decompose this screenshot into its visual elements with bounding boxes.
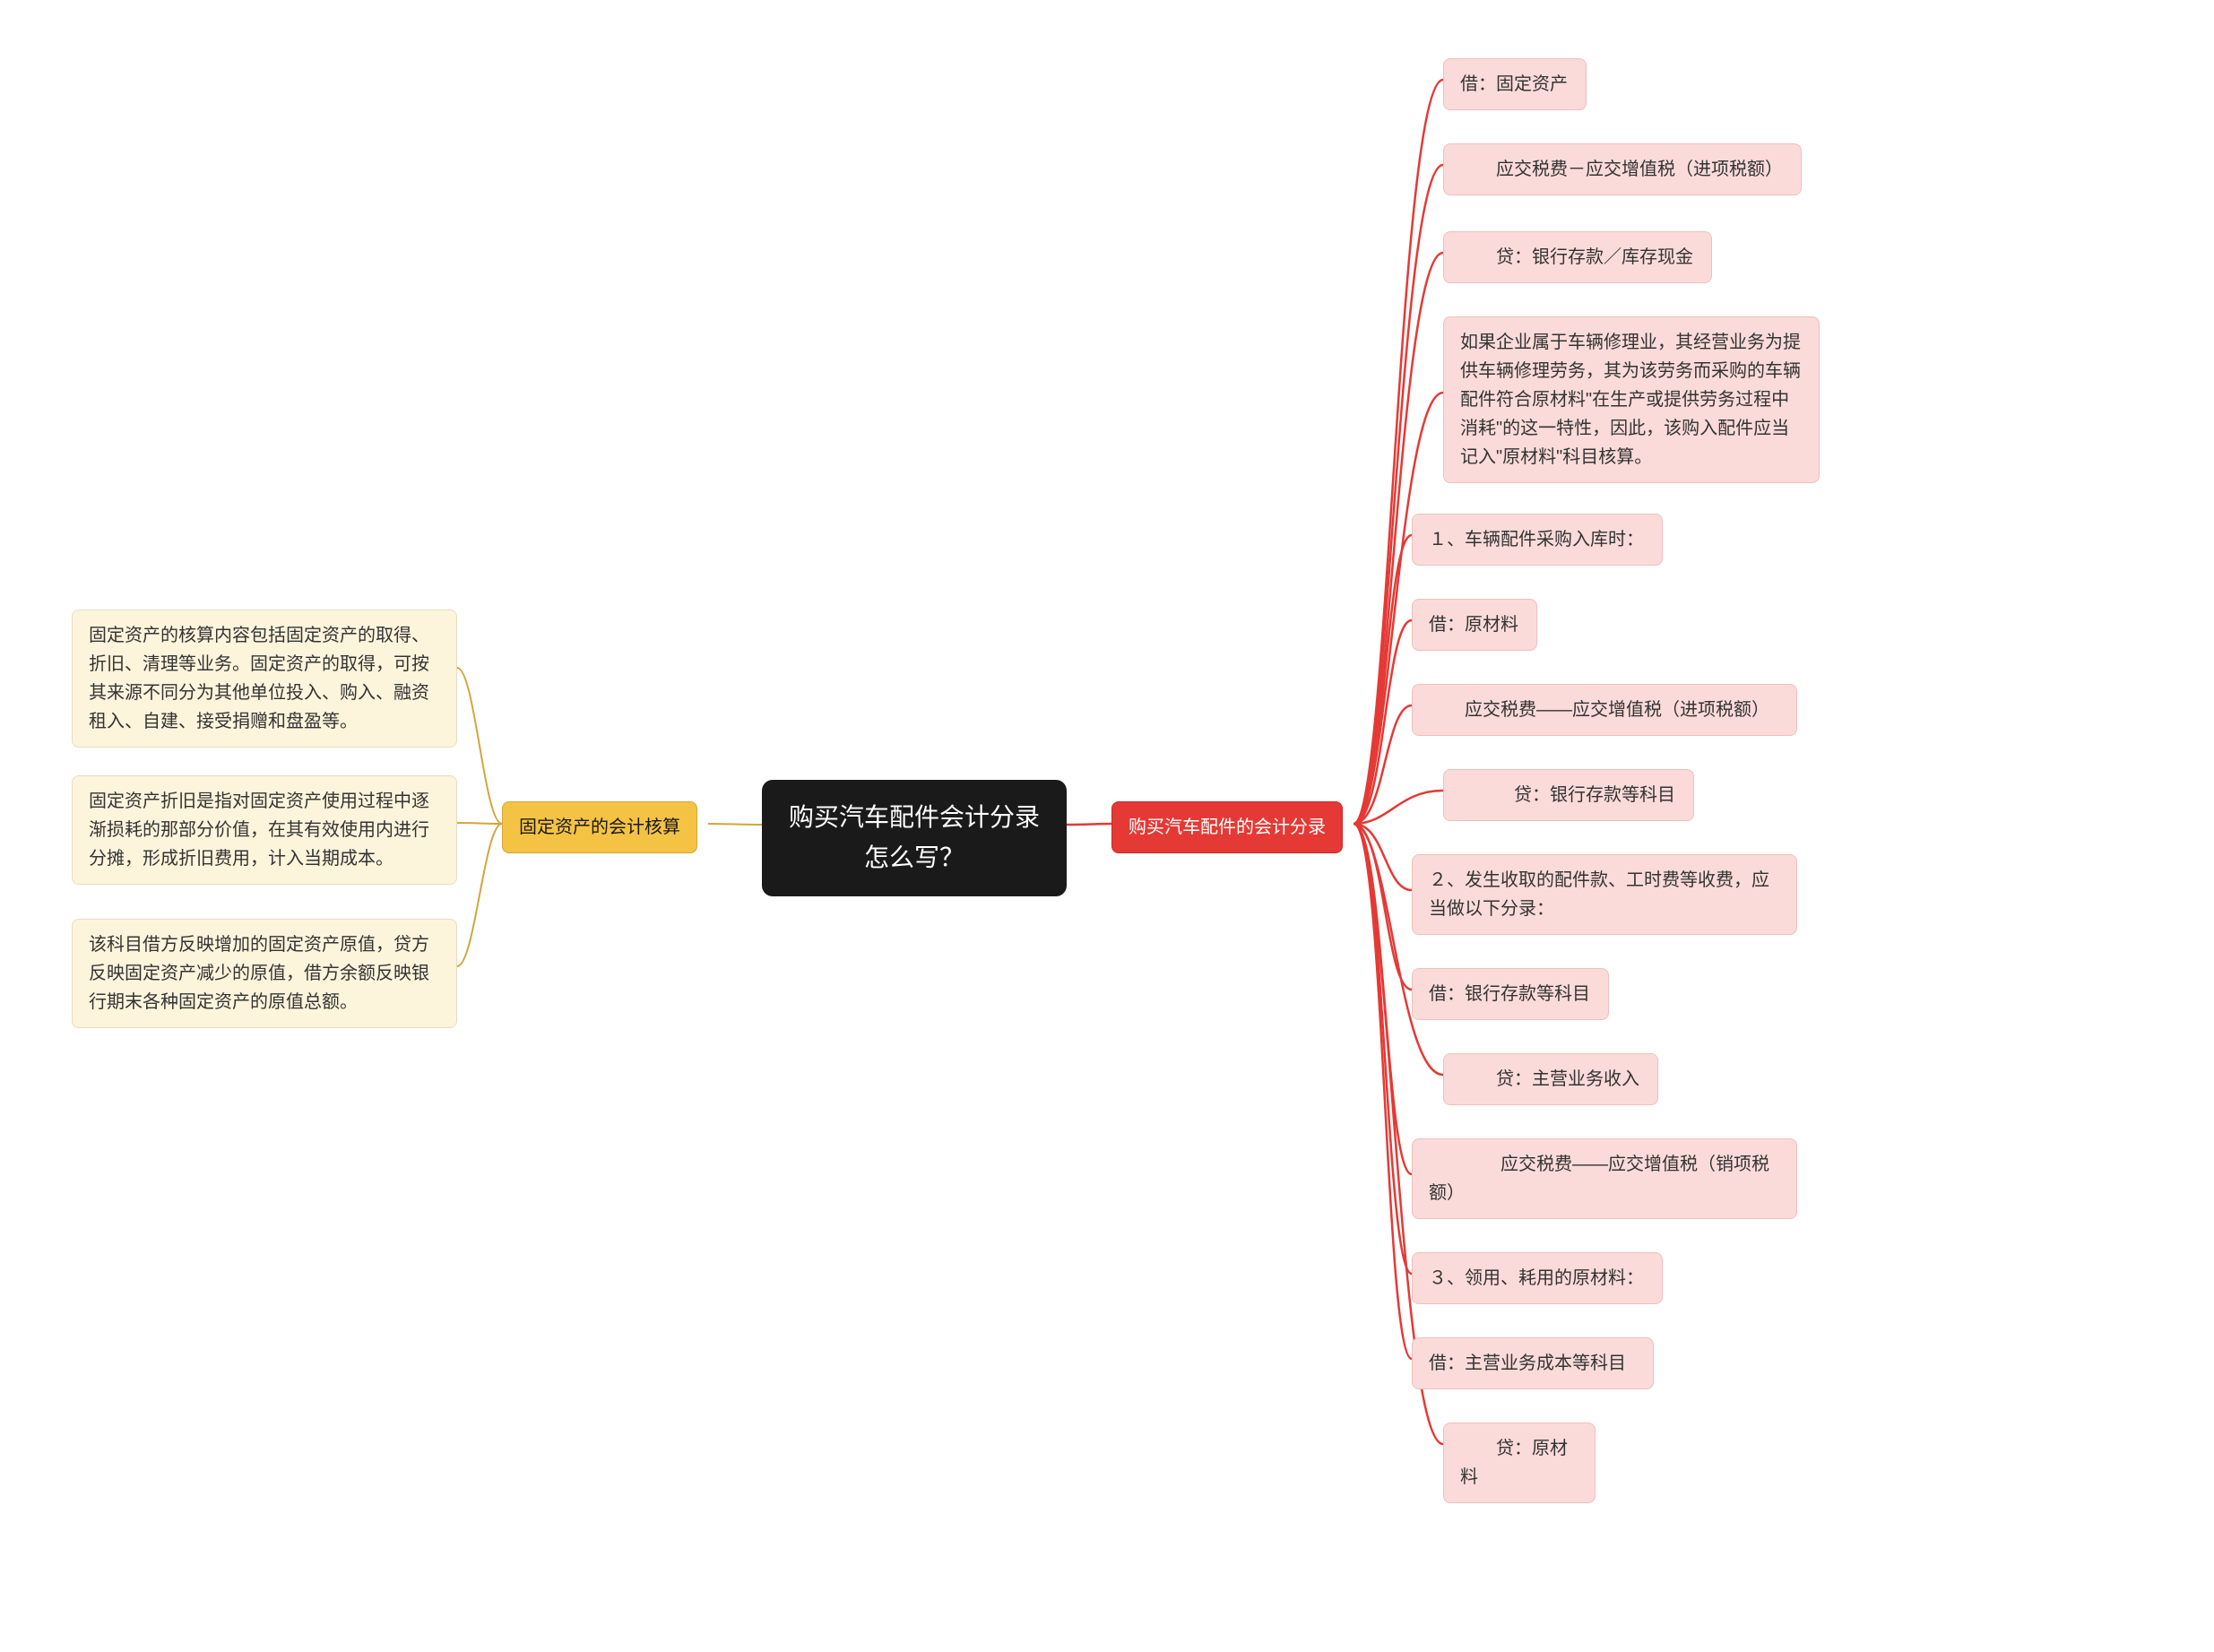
leaf-right-1[interactable]: 应交税费－应交增值税（进项税额） bbox=[1443, 143, 1802, 195]
leaf-right-5[interactable]: 借：原材料 bbox=[1412, 599, 1537, 651]
leaf-right-12[interactable]: ３、领用、耗用的原材料： bbox=[1412, 1252, 1663, 1304]
leaf-right-2[interactable]: 贷：银行存款／库存现金 bbox=[1443, 231, 1712, 283]
leaf-right-6[interactable]: 应交税费——应交增值税（进项税额） bbox=[1412, 684, 1797, 736]
leaf-right-14[interactable]: 贷：原材料 bbox=[1443, 1423, 1596, 1503]
leaf-right-8[interactable]: ２、发生收取的配件款、工时费等收费，应当做以下分录： bbox=[1412, 854, 1797, 935]
leaf-right-7[interactable]: 贷：银行存款等科目 bbox=[1443, 769, 1694, 821]
leaf-right-11[interactable]: 应交税费——应交增值税（销项税额） bbox=[1412, 1138, 1797, 1219]
leaf-right-9[interactable]: 借：银行存款等科目 bbox=[1412, 968, 1609, 1020]
leaf-right-10[interactable]: 贷：主营业务收入 bbox=[1443, 1053, 1658, 1105]
branch-fixed-assets[interactable]: 固定资产的会计核算 bbox=[502, 801, 697, 853]
leaf-right-0[interactable]: 借：固定资产 bbox=[1443, 58, 1587, 110]
branch-auto-parts-entries[interactable]: 购买汽车配件的会计分录 bbox=[1111, 801, 1343, 853]
leaf-right-3[interactable]: 如果企业属于车辆修理业，其经营业务为提供车辆修理劳务，其为该劳务而采购的车辆配件… bbox=[1443, 316, 1820, 483]
leaf-right-4[interactable]: １、车辆配件采购入库时： bbox=[1412, 514, 1663, 566]
leaf-right-13[interactable]: 借：主营业务成本等科目 bbox=[1412, 1337, 1654, 1389]
root-node[interactable]: 购买汽车配件会计分录怎么写？ bbox=[762, 780, 1067, 896]
leaf-left-2[interactable]: 该科目借方反映增加的固定资产原值，贷方反映固定资产减少的原值，借方余额反映银行期… bbox=[72, 919, 457, 1028]
leaf-left-0[interactable]: 固定资产的核算内容包括固定资产的取得、折旧、清理等业务。固定资产的取得，可按其来… bbox=[72, 610, 457, 748]
leaf-left-1[interactable]: 固定资产折旧是指对固定资产使用过程中逐渐损耗的那部分价值，在其有效使用内进行分摊… bbox=[72, 775, 457, 885]
